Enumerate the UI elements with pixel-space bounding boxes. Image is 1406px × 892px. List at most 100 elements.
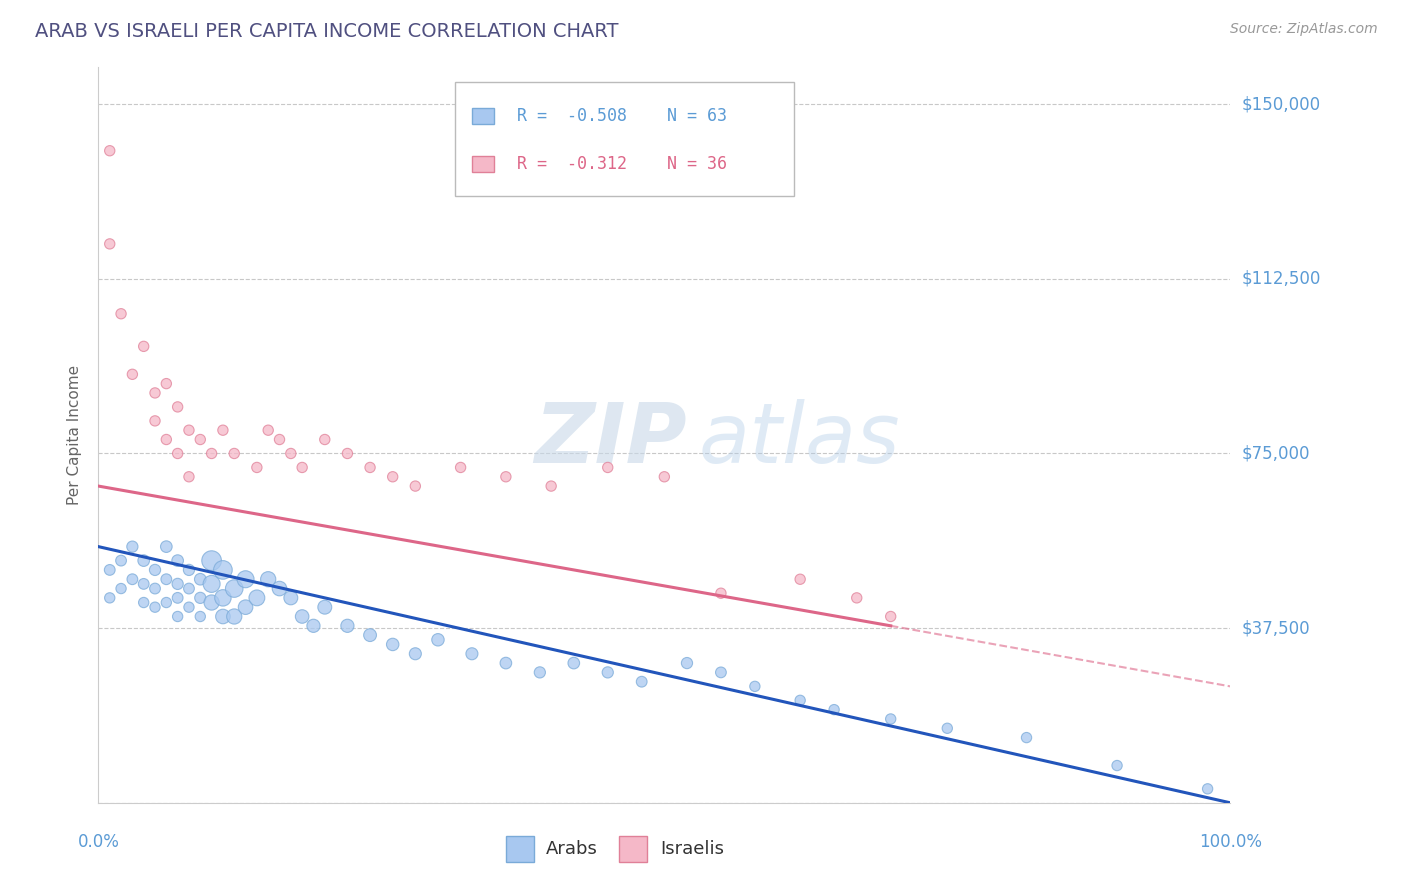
Point (224, 609, 246, 624)
Point (235, 572, 257, 586)
Point (132, 577, 155, 591)
Point (381, 469, 404, 483)
Point (291, 460, 314, 475)
Point (121, 368, 143, 382)
Point (1015, 731, 1038, 745)
Point (201, 595, 224, 609)
Point (336, 619, 359, 633)
Point (529, 665, 551, 680)
Point (143, 386, 166, 401)
Text: R =  -0.508    N = 63: R = -0.508 N = 63 (517, 107, 727, 125)
Point (166, 446, 188, 460)
Point (98, 563, 121, 577)
Point (143, 600, 166, 615)
Point (596, 460, 619, 475)
Point (404, 479, 426, 493)
Text: Arabs: Arabs (546, 839, 598, 858)
Point (224, 446, 246, 460)
Point (880, 609, 903, 624)
Point (177, 563, 200, 577)
Point (359, 460, 381, 475)
Point (257, 572, 280, 586)
Bar (472, 155, 495, 172)
Point (359, 628, 381, 642)
Bar (619, 836, 647, 862)
Point (823, 703, 845, 717)
Point (166, 553, 188, 567)
Point (280, 446, 302, 460)
Text: atlas: atlas (699, 399, 900, 480)
Point (246, 591, 269, 605)
Point (98, 236, 121, 251)
Point (212, 591, 235, 605)
Text: Israelis: Israelis (659, 839, 724, 858)
Point (269, 582, 291, 596)
Point (212, 423, 235, 437)
Text: $150,000: $150,000 (1241, 95, 1320, 113)
Point (177, 469, 200, 483)
Point (98, 591, 121, 605)
Text: 100.0%: 100.0% (1199, 833, 1261, 851)
Point (427, 632, 450, 647)
Point (166, 609, 188, 624)
Point (789, 572, 811, 586)
Text: Source: ZipAtlas.com: Source: ZipAtlas.com (1230, 22, 1378, 37)
Point (710, 665, 733, 680)
Point (155, 433, 177, 447)
Point (188, 591, 211, 605)
Point (495, 469, 517, 483)
Point (789, 693, 811, 707)
Point (224, 582, 246, 596)
Point (314, 600, 336, 615)
Point (280, 591, 302, 605)
Point (201, 553, 224, 567)
Point (381, 637, 404, 651)
Point (744, 679, 766, 693)
Point (155, 540, 177, 554)
Text: 0.0%: 0.0% (77, 833, 120, 851)
Point (110, 307, 132, 321)
Point (188, 433, 211, 447)
Point (291, 609, 314, 624)
Point (212, 563, 235, 577)
Point (302, 619, 325, 633)
Text: $75,000: $75,000 (1241, 444, 1310, 462)
Point (166, 400, 188, 414)
Point (132, 553, 155, 567)
Text: R =  -0.312    N = 36: R = -0.312 N = 36 (517, 154, 727, 173)
Bar (472, 108, 495, 124)
Point (132, 339, 155, 353)
Point (562, 656, 585, 670)
Point (495, 656, 517, 670)
Point (98, 144, 121, 158)
Point (404, 647, 426, 661)
Point (132, 595, 155, 609)
Point (880, 712, 903, 726)
Point (110, 553, 132, 567)
Point (188, 609, 211, 624)
Point (155, 376, 177, 391)
Point (845, 591, 868, 605)
Point (246, 460, 269, 475)
Point (110, 582, 132, 596)
Text: ZIP: ZIP (534, 399, 688, 480)
Point (710, 586, 733, 600)
Text: ARAB VS ISRAELI PER CAPITA INCOME CORRELATION CHART: ARAB VS ISRAELI PER CAPITA INCOME CORREL… (35, 22, 619, 41)
Point (177, 600, 200, 615)
Point (596, 665, 619, 680)
Point (166, 577, 188, 591)
Point (143, 582, 166, 596)
Point (676, 656, 699, 670)
Bar (456, 81, 794, 195)
Point (630, 674, 652, 689)
Point (212, 609, 235, 624)
Y-axis label: Per Capita Income: Per Capita Income (67, 365, 83, 505)
Bar (506, 836, 534, 862)
Point (257, 423, 280, 437)
Point (155, 595, 177, 609)
Point (121, 540, 143, 554)
Point (1197, 781, 1219, 796)
Point (155, 572, 177, 586)
Point (201, 446, 224, 460)
Point (1107, 758, 1129, 772)
